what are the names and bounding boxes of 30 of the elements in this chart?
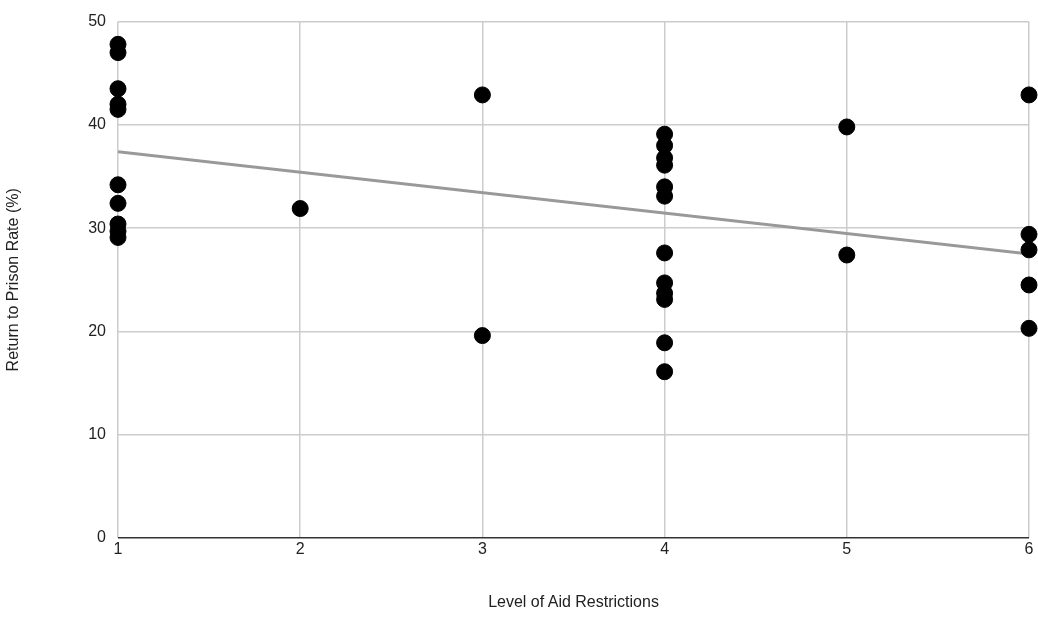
point — [1020, 225, 1038, 243]
point — [838, 118, 856, 136]
point — [1020, 86, 1038, 104]
x-tick-label: 5 — [842, 540, 852, 558]
y-tick-label: 30 — [88, 218, 107, 236]
y-tick-label: 20 — [88, 321, 107, 339]
point — [1020, 241, 1038, 259]
point — [109, 194, 127, 212]
point — [838, 246, 856, 264]
point — [473, 86, 491, 104]
point — [109, 80, 127, 98]
point — [1020, 276, 1038, 294]
x-tick-label: 4 — [660, 540, 670, 558]
point — [656, 334, 674, 352]
x-tick-label: 2 — [295, 540, 305, 558]
point — [1020, 319, 1038, 337]
point — [291, 200, 309, 218]
y-tick-label: 10 — [88, 425, 107, 443]
y-tick-label: 40 — [88, 115, 107, 133]
x-tick-label: 3 — [477, 540, 487, 558]
point — [656, 363, 674, 381]
x-tick-label: 1 — [113, 540, 123, 558]
x-axis-title: Level of Aid Restrictions — [488, 592, 659, 610]
x-tick-label: 6 — [1024, 540, 1034, 558]
y-tick-label: 0 — [97, 528, 107, 546]
point — [473, 327, 491, 345]
y-tick-label: 50 — [88, 12, 107, 30]
point — [109, 176, 127, 194]
y-axis-title: Return to Prison Rate (%) — [4, 188, 22, 372]
point — [656, 244, 674, 262]
